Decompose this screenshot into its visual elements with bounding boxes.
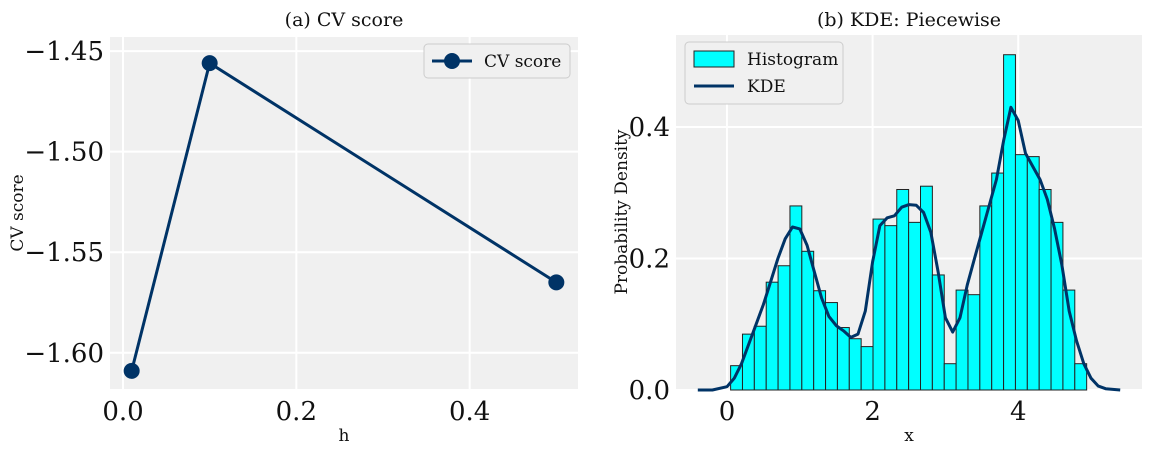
legend-label-histogram: Histogram <box>747 50 838 70</box>
legend-label-cv-score: CV score <box>484 52 561 72</box>
tick-labels: 0 2 4 0.0 0.2 0.4 <box>629 113 1027 427</box>
histogram-bar <box>1003 54 1016 391</box>
histogram-bar <box>1038 188 1052 391</box>
data-point <box>201 55 218 72</box>
x-tick-label: 4 <box>1010 397 1027 427</box>
histogram-bar <box>1014 154 1028 391</box>
panel-cv-score: 0.0 0.2 0.4 −1.45 −1.50 −1.55 −1.60 (a) CV sco… <box>8 9 578 446</box>
histogram-bar <box>860 346 874 391</box>
histogram-bar <box>884 225 898 391</box>
y-tick-label: −1.50 <box>24 138 104 168</box>
histogram-bar <box>789 205 803 391</box>
series-layer <box>123 55 565 379</box>
histogram-bar <box>896 188 910 391</box>
y-tick-label: −1.55 <box>24 238 104 268</box>
plot-area <box>110 37 578 389</box>
histogram-bar <box>967 294 981 391</box>
y-axis-label: Probability Density <box>612 129 632 294</box>
legend-box <box>423 43 571 79</box>
histogram-bar <box>765 281 779 391</box>
histogram-bar <box>753 325 767 391</box>
x-tick-label: 0.4 <box>449 397 490 427</box>
panel-kde-piecewise: 0 2 4 0.0 0.2 0.4 (b) KDE: Piecewise x Probab… <box>612 9 1142 446</box>
legend-label-kde: KDE <box>747 77 786 97</box>
y-tick-label: −1.60 <box>24 339 104 369</box>
chart-title: (b) KDE: Piecewise <box>817 9 1001 31</box>
x-tick-label: 0.0 <box>102 397 143 427</box>
y-axis-label: CV score <box>8 174 28 251</box>
histogram-bar <box>943 363 957 391</box>
tick-labels: 0.0 0.2 0.4 −1.45 −1.50 −1.55 −1.60 <box>24 37 490 427</box>
kde-layer <box>697 105 1121 392</box>
histogram-bar <box>848 338 862 391</box>
x-axis-label: x <box>904 426 914 446</box>
histogram-bars <box>730 54 1088 391</box>
histogram-bar <box>1074 363 1088 391</box>
y-tick-label: −1.45 <box>24 37 104 67</box>
legend-histogram-swatch <box>693 50 735 68</box>
histogram-bar <box>908 221 922 391</box>
histogram-bar <box>777 265 791 391</box>
chart-title: (a) CV score <box>285 9 404 31</box>
data-point <box>123 362 140 379</box>
histogram-bar <box>730 365 743 391</box>
histogram-bar <box>801 250 815 391</box>
legend: Histogram KDE <box>684 41 844 105</box>
kde-curve <box>697 105 1121 392</box>
y-tick-label: 0.2 <box>629 245 670 275</box>
x-axis-label: h <box>339 426 350 446</box>
histogram-bar <box>836 327 850 391</box>
legend-marker-swatch <box>444 53 460 69</box>
x-tick-label: 0.2 <box>276 397 317 427</box>
x-tick-label: 2 <box>864 397 881 427</box>
histogram-bar <box>1026 156 1040 391</box>
y-tick-label: 0.4 <box>629 113 670 143</box>
histogram-bar <box>991 172 1005 391</box>
y-tick-label: 0.0 <box>629 376 670 406</box>
legend: CV score <box>423 43 571 79</box>
x-tick-label: 0 <box>719 397 736 427</box>
data-point <box>548 274 565 291</box>
